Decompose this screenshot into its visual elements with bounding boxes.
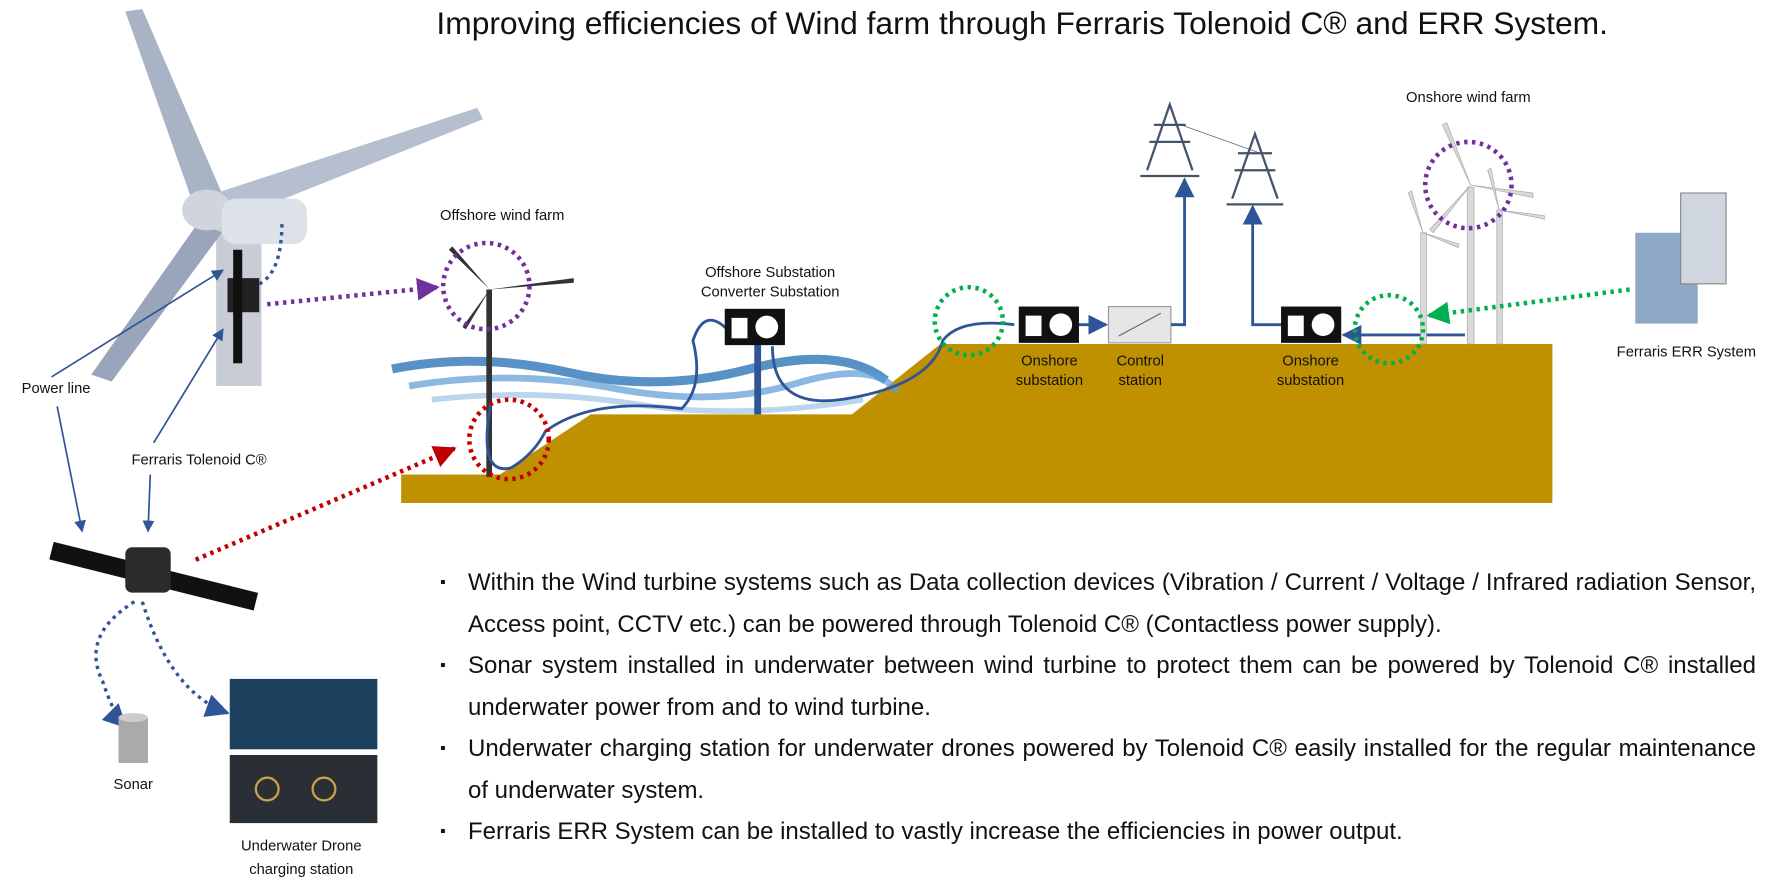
label: substation [1016,373,1083,389]
label: Power line [22,381,91,397]
sonar-icon [118,713,148,763]
ground [401,344,1552,503]
drone-image [230,755,378,823]
title: Improving efficiencies of Wind farm thro… [436,5,1608,41]
label: Ferraris Tolenoid C® [131,452,266,468]
tolenoid-device [52,547,256,601]
label: Offshore wind farm [440,208,564,224]
page: {"title": "Improving efficiencies of Win… [0,0,1781,881]
turbine-closeup [91,9,483,386]
label: charging station [249,862,353,878]
label: Converter Substation [701,284,840,300]
label: Onshore [1021,354,1078,370]
label: Sonar [114,777,153,793]
label: Control [1116,354,1164,370]
label: Offshore Substation [705,265,835,281]
label: Onshore [1282,354,1339,370]
label: Underwater Drone [241,838,362,854]
label: Onshore wind farm [1406,90,1531,106]
bullet: Ferraris ERR System can be installed to … [468,811,1756,853]
bullet: Underwater charging station for underwat… [468,728,1756,811]
label: Ferraris ERR System [1617,344,1756,360]
bullet: Sonar system installed in underwater bet… [468,645,1756,728]
drone-image [230,679,378,749]
bullet: Within the Wind turbine systems such as … [468,562,1756,645]
bullet-list: Within the Wind turbine systems such as … [440,562,1756,853]
label: station [1119,373,1162,389]
label: substation [1277,373,1344,389]
